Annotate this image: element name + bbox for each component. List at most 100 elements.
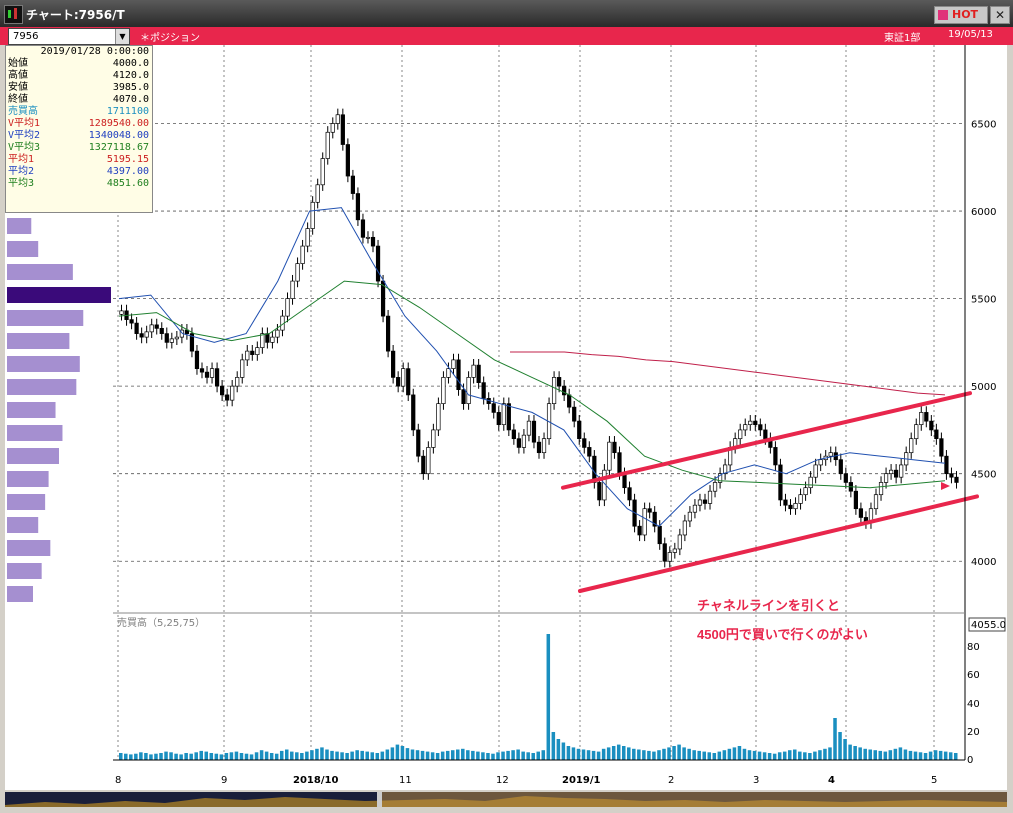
candle-body [235,377,240,387]
close-button[interactable]: ✕ [990,6,1010,24]
volume-bar [450,750,455,760]
candle-body [174,336,179,340]
candle-body [456,359,461,390]
candle-body [385,315,391,352]
candle-body [436,403,441,431]
candle-body [375,245,381,282]
candle-body [365,236,371,239]
volume-bar [722,750,727,760]
volume-bar [576,748,581,760]
volume-bar [219,754,224,760]
volume-bar [858,747,862,760]
volume-bar [777,752,782,760]
candle-body [662,543,667,562]
time-tick-label: 9 [221,775,227,786]
candle-body [541,438,547,454]
volume-bar [928,751,933,760]
volume-bar [863,748,867,760]
info-key: 安値 [8,82,28,93]
volume-profile-bar [7,218,32,234]
candle-body [798,494,803,504]
info-value: 4120.0 [112,70,149,81]
volume-bar [461,748,465,760]
candle-body [914,424,919,440]
volume-tick-80: 80 [967,642,980,653]
volume-profile-bar [7,448,59,464]
volume-bar [943,751,948,760]
candle-body [793,503,798,510]
info-row: 高値 4120.0 [6,70,152,82]
candle-body [119,310,124,315]
channel-upper-line [561,391,972,490]
candle-body [582,438,587,448]
candle-body [808,476,813,489]
candle-body [858,508,864,518]
candle-body [657,525,662,545]
volume-bar [295,752,299,760]
candle-body [305,228,310,247]
position-toggle[interactable]: ＊ポジション [140,33,200,44]
volume-bar [269,753,274,760]
volume-bar [360,750,364,760]
volume-bar [435,753,440,760]
info-key: 平均3 [8,178,35,189]
volume-bar [687,748,691,760]
scrollbar-thumb[interactable] [377,792,382,807]
candle-body [677,534,682,550]
candle-body [883,473,889,483]
volume-bar [526,752,530,760]
volume-bar [697,750,701,760]
channel-lower-line [578,494,979,593]
candle-body [416,429,421,457]
candle-body [682,520,687,536]
hot-button[interactable]: HOT [934,6,988,24]
volume-profile-bar [7,471,49,487]
volume-bar [782,751,787,760]
info-value: 1711100 [106,106,149,117]
volume-bar [591,750,596,760]
volume-bar [903,749,908,760]
volume-bar [828,747,832,760]
candle-body [888,469,894,475]
candle-body [949,473,954,478]
volume-bar [868,749,872,760]
candle-body [461,389,466,405]
exchange-label: 東証1部 [884,33,921,44]
volume-bar [642,750,646,760]
volume-bar [264,751,269,760]
candle-body [647,508,652,513]
candle-body [788,504,793,510]
price-tick-label: 4500 [971,470,996,481]
candle-body [391,350,396,378]
volume-bar [189,753,193,760]
candle-body [194,350,200,369]
candle-body [330,123,335,133]
volume-bar [390,747,395,760]
candle-body [411,394,416,431]
volume-bar [149,754,153,760]
time-tick-label: 8 [115,775,121,786]
volume-bar [320,747,324,760]
volume-bar [556,739,561,760]
candle-body [712,482,718,492]
horizontal-scrollbar[interactable] [5,792,1007,807]
candle-body [300,245,305,264]
candle-body [567,394,572,408]
price-tick-label: 6000 [971,207,996,218]
symbol-select[interactable]: 7956 ▼ [8,28,130,45]
volume-profile-bar [7,494,46,510]
chevron-down-icon[interactable]: ▼ [115,29,129,44]
volume-bar [752,750,757,760]
volume-bar [818,750,822,760]
info-value: 4397.00 [106,166,149,177]
volume-bar [224,753,229,760]
volume-bar [848,744,852,760]
candle-body [320,158,325,186]
candle-body [265,333,270,343]
volume-bar [586,750,591,760]
candlesticks [119,108,959,568]
info-value: 1340048.00 [88,130,149,141]
volume-bar [335,751,339,760]
candle-body [672,548,677,553]
